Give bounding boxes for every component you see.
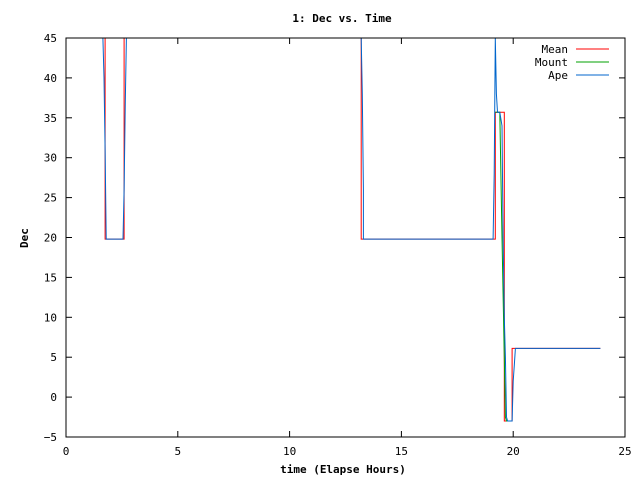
x-tick-label: 5 bbox=[174, 445, 181, 458]
y-tick-label: 40 bbox=[44, 72, 57, 85]
legend-label-mean: Mean bbox=[542, 43, 569, 56]
y-tick-label: 20 bbox=[44, 232, 57, 245]
y-tick-label: 45 bbox=[44, 32, 57, 45]
x-tick-label: 10 bbox=[283, 445, 296, 458]
y-tick-label: 30 bbox=[44, 152, 57, 165]
y-tick-label: 25 bbox=[44, 192, 57, 205]
x-tick-label: 25 bbox=[618, 445, 631, 458]
y-tick-label: 15 bbox=[44, 271, 57, 284]
plot-frame bbox=[65, 37, 626, 438]
series-line-mean bbox=[66, 37, 601, 422]
y-tick-label: 10 bbox=[44, 311, 57, 324]
y-tick-label: 0 bbox=[50, 391, 57, 404]
axis-ticks: 0 5 10 15 20 25 −5 0 5 10 15 20 25 30 35 40 45 bbox=[44, 32, 632, 458]
legend-label-mount: Mount bbox=[535, 56, 568, 69]
x-tick-label: 15 bbox=[395, 445, 408, 458]
y-tick-label: 35 bbox=[44, 112, 57, 125]
y-axis-label: Dec bbox=[18, 228, 31, 248]
x-tick-label: 0 bbox=[63, 445, 70, 458]
series-line-ape bbox=[66, 37, 601, 422]
legend-label-ape: Ape bbox=[548, 69, 568, 82]
y-tick-label: −5 bbox=[44, 431, 57, 444]
chart-title: 1: Dec vs. Time bbox=[292, 12, 392, 25]
plot-lines bbox=[66, 37, 601, 422]
y-tick-label: 5 bbox=[50, 351, 57, 364]
x-axis-label: time (Elapse Hours) bbox=[280, 463, 406, 476]
x-tick-label: 20 bbox=[507, 445, 520, 458]
